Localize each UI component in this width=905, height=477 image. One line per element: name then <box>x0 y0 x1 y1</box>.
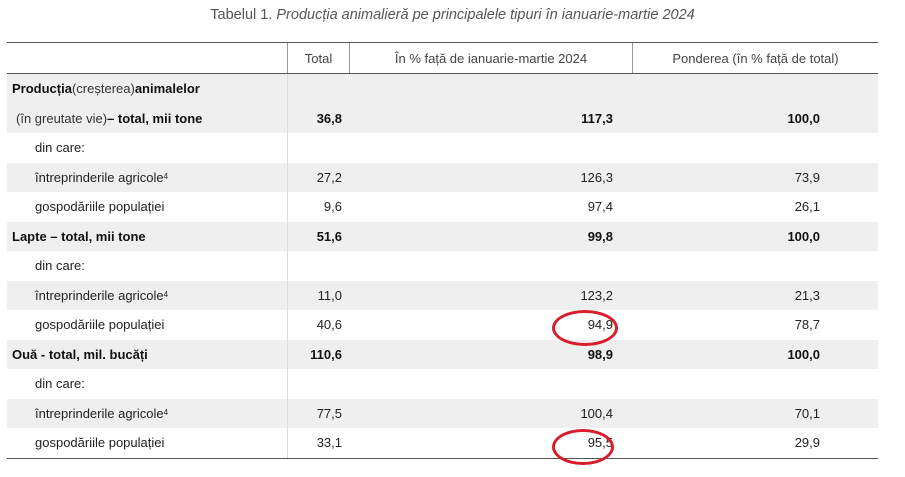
cell-share <box>633 133 878 163</box>
row-label-part: – total, mii tone <box>107 110 203 126</box>
cell-percent: 98,9 <box>587 346 613 362</box>
table-row: Ouă - total, mil. bucăți 110,6 98,9 100,… <box>7 339 878 369</box>
row-label: gospodăriile populației <box>7 192 288 222</box>
row-label: (în greutate vie) – total, mii tone <box>7 103 288 133</box>
row-label-text: întreprinderile agricole <box>35 287 164 303</box>
row-label: gospodăriile populației <box>7 428 288 458</box>
cell-percent: 117,3 <box>581 110 613 126</box>
cell-percent <box>350 369 633 399</box>
cell-share <box>633 251 878 281</box>
cell-total <box>288 133 350 163</box>
table-row: întreprinderile agricole 4 11,0 123,2 21,… <box>7 280 878 310</box>
table-row: gospodăriile populației 40,6 94,9 78,7 <box>7 310 878 340</box>
row-label-part: Producția <box>12 81 72 97</box>
data-table: Total În % față de ianuarie-martie 2024 … <box>7 42 878 459</box>
cell-total <box>288 369 350 399</box>
cell-share <box>633 369 878 399</box>
footnote-mark: 4 <box>163 171 169 181</box>
table-row: (în greutate vie) – total, mii tone 36,8… <box>7 103 878 133</box>
cell-share: 26,1 <box>794 199 820 215</box>
table-row: întreprinderile agricole 4 77,5 100,4 70,… <box>7 398 878 428</box>
row-label: gospodăriile populației <box>7 310 288 340</box>
cell-total: 9,6 <box>323 199 342 215</box>
header-label <box>7 43 288 73</box>
row-label-text: întreprinderile agricole <box>35 405 164 421</box>
table-row: întreprinderile agricole 4 27,2 126,3 73,… <box>7 162 878 192</box>
cell-percent: 99,8 <box>587 228 613 244</box>
header-total: Total <box>288 43 350 73</box>
cell-percent: 97,4 <box>587 199 613 215</box>
cell-share: 70,1 <box>794 405 820 421</box>
cell-share: 73,9 <box>794 169 820 185</box>
table-row: din care: <box>7 251 878 281</box>
row-label: din care: <box>7 251 288 281</box>
row-label: întreprinderile agricole 4 <box>7 280 288 310</box>
cell-percent: 94,9 <box>587 317 613 333</box>
table-caption: Tabelul 1. Producția animalieră pe princ… <box>0 5 905 25</box>
cell-total: 11,0 <box>317 287 342 303</box>
cell-percent <box>350 74 633 104</box>
cell-total: 33,1 <box>316 435 342 451</box>
caption-prefix: Tabelul 1. <box>210 7 273 23</box>
cell-percent: 126,3 <box>580 169 613 185</box>
table-row: Lapte – total, mii tone 51,6 99,8 100,0 <box>7 221 878 251</box>
row-label: Ouă - total, mil. bucăți <box>7 339 288 369</box>
cell-percent <box>350 251 633 281</box>
footnote-mark: 4 <box>163 407 169 417</box>
row-label: întreprinderile agricole 4 <box>7 398 288 428</box>
cell-percent: 100,4 <box>580 405 613 421</box>
cell-total <box>288 251 350 281</box>
row-label: Lapte – total, mii tone <box>7 221 288 251</box>
row-label-part: (în greutate vie) <box>16 110 108 126</box>
cell-share <box>633 74 878 104</box>
cell-total: 77,5 <box>316 405 342 421</box>
row-label: Producția (creșterea) animalelor <box>7 74 288 104</box>
row-label: din care: <box>7 133 288 163</box>
cell-share: 21,3 <box>794 287 820 303</box>
cell-share: 29,9 <box>794 435 820 451</box>
table-row: gospodăriile populației 9,6 97,4 26,1 <box>7 192 878 222</box>
cell-total: 110,6 <box>310 346 342 362</box>
footnote-mark: 4 <box>163 289 169 299</box>
caption-title: Producția animalieră pe principalele tip… <box>276 7 695 23</box>
table-row: gospodăriile populației 33,1 95,5 29,9 <box>7 428 878 458</box>
cell-total: 36,8 <box>316 110 342 126</box>
row-label-text: întreprinderile agricole <box>35 169 164 185</box>
cell-percent: 123,2 <box>580 287 613 303</box>
table-row: din care: <box>7 369 878 399</box>
cell-total <box>288 74 350 104</box>
cell-total: 40,6 <box>316 317 342 333</box>
cell-percent: 95,5 <box>587 435 613 451</box>
row-label-part: animalelor <box>134 81 200 97</box>
cell-share: 100,0 <box>787 228 820 244</box>
cell-percent <box>350 133 633 163</box>
cell-share: 78,7 <box>794 317 820 333</box>
row-label: întreprinderile agricole 4 <box>7 162 288 192</box>
table-header-row: Total În % față de ianuarie-martie 2024 … <box>7 43 878 74</box>
table-row: Producția (creșterea) animalelor <box>7 74 878 104</box>
header-percent: În % față de ianuarie-martie 2024 <box>350 43 633 73</box>
cell-total: 51,6 <box>316 228 342 244</box>
row-label-part: (creșterea) <box>71 81 135 97</box>
row-label: din care: <box>7 369 288 399</box>
cell-share: 100,0 <box>787 346 820 362</box>
header-share: Ponderea (în % față de total) <box>672 50 839 66</box>
cell-total: 27,2 <box>316 169 342 185</box>
table-row: din care: <box>7 133 878 163</box>
cell-share: 100,0 <box>787 110 820 126</box>
